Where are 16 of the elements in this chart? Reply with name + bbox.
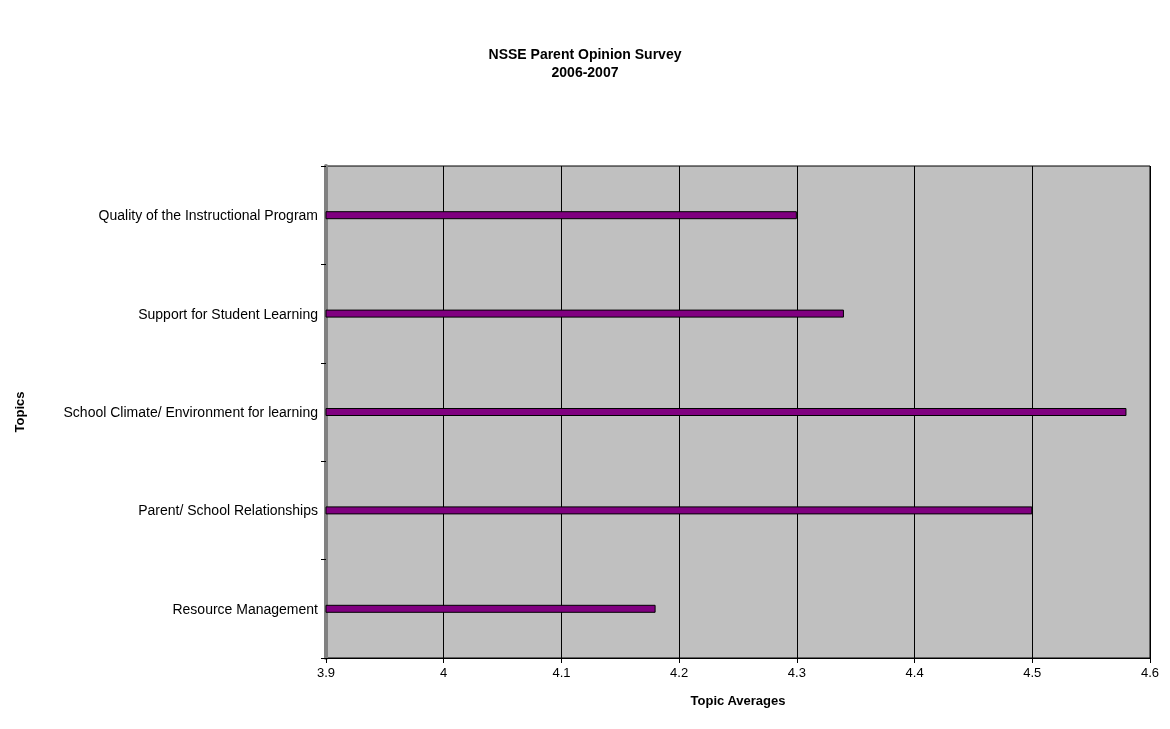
y-axis-title: Topics (12, 391, 27, 433)
x-tick-label: 4.3 (787, 665, 806, 680)
y-tick-label: Resource Management (172, 600, 319, 617)
y-tick-label: School Climate/ Environment for learning (63, 404, 318, 420)
x-tick-label: 3.9 (316, 665, 336, 680)
x-tick-label: 4.6 (1140, 665, 1160, 680)
x-tick-label: 4.4 (905, 665, 924, 680)
y-tick-label: Quality of the Instructional Program (98, 207, 318, 224)
x-tick-label: 4 (440, 665, 448, 680)
x-tick-label: 4.5 (1023, 665, 1042, 680)
x-axis-title: Topic Averages (690, 693, 786, 708)
chart-title: NSSE Parent Opinion Survey 2006-2007 (488, 46, 682, 80)
x-tick-label: 4.1 (552, 665, 571, 680)
x-tick-label: 4.2 (670, 665, 689, 680)
y-tick-label: Parent/ School Relationships (138, 502, 318, 519)
y-tick-label: Support for Student Learning (138, 305, 318, 322)
